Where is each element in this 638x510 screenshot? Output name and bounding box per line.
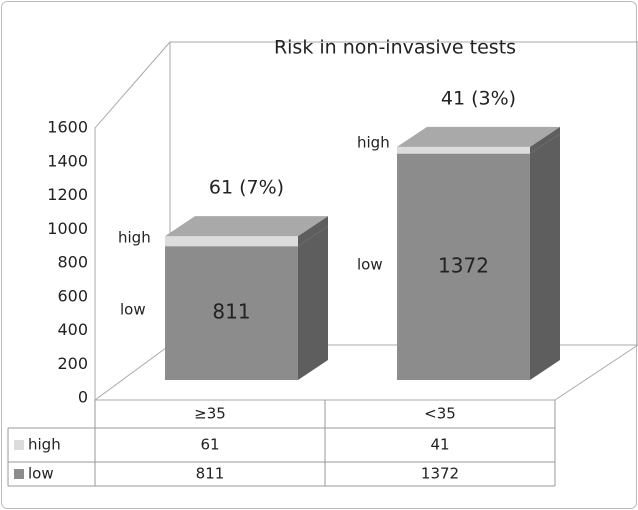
y-tick-label: 400 — [57, 320, 88, 339]
y-tick-label: 600 — [57, 286, 88, 305]
table-cell: 811 — [196, 465, 225, 483]
bar-side — [530, 133, 560, 380]
series-label: low — [357, 256, 383, 274]
bar-top — [165, 216, 328, 237]
legend-label: high — [28, 436, 61, 454]
legend-swatch — [14, 440, 24, 450]
bar — [397, 153, 530, 380]
y-tick-label: 1200 — [47, 185, 88, 204]
table-cell: 1372 — [421, 465, 459, 483]
value-label: 41 (3%) — [441, 87, 516, 109]
y-tick-label: 1600 — [47, 118, 88, 137]
legend-label: low — [28, 465, 54, 483]
value-label: 61 (7%) — [209, 177, 284, 199]
series-label: high — [357, 134, 390, 152]
y-tick-label: 800 — [57, 253, 88, 272]
chart-title: Risk in non-invasive tests — [274, 37, 516, 59]
y-tick-label: 1000 — [47, 219, 88, 238]
bar — [397, 146, 530, 154]
series-label: high — [118, 229, 151, 247]
data-table — [7, 400, 556, 487]
bar-side — [298, 226, 328, 380]
bar-top — [397, 126, 560, 147]
table-header: ≥35 — [194, 405, 226, 423]
bar — [165, 236, 298, 247]
legend-swatch — [14, 469, 24, 479]
table-header: <35 — [424, 405, 456, 423]
series-label: low — [120, 301, 146, 319]
y-tick-label: 0 — [78, 388, 88, 407]
value-label: 1372 — [438, 253, 489, 277]
table-cell: 61 — [200, 436, 219, 454]
bar-side — [298, 216, 328, 247]
bar — [165, 246, 298, 380]
bar-side — [530, 126, 560, 154]
y-tick-label: 200 — [57, 354, 88, 373]
table-cell: 41 — [430, 436, 449, 454]
y-tick-label: 1400 — [47, 151, 88, 170]
value-label: 811 — [212, 300, 250, 324]
